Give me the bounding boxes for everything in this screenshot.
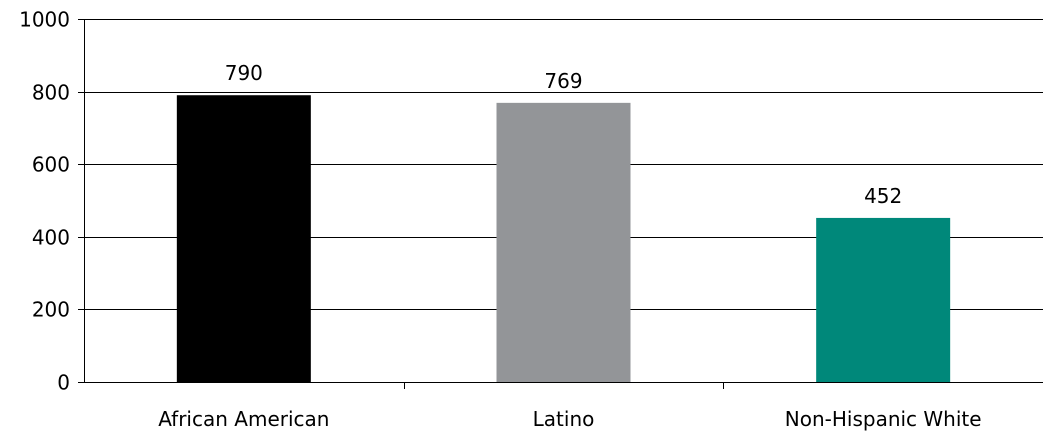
- data-label: 452: [864, 184, 902, 208]
- bar-latino: [496, 102, 631, 382]
- y-tick-label: 400: [32, 226, 70, 250]
- data-label: 790: [225, 61, 263, 85]
- y-tick-label: 1000: [19, 8, 70, 32]
- axes: [78, 19, 1043, 389]
- bars: [176, 95, 951, 382]
- y-axis-ticks: 0 200 400 600 800 1000: [19, 8, 70, 395]
- bar-non-hispanic-white: [816, 217, 951, 382]
- bar-african-american: [176, 95, 311, 382]
- x-axis-labels: African American Latino Non-Hispanic White: [158, 407, 981, 431]
- x-tick-label: Latino: [533, 407, 595, 431]
- y-tick-label: 600: [32, 153, 70, 177]
- y-tick-label: 200: [32, 298, 70, 322]
- data-labels: 790 769 452: [225, 61, 903, 208]
- y-tick-label: 800: [32, 81, 70, 105]
- data-label: 769: [544, 69, 582, 93]
- x-tick-label: African American: [158, 407, 329, 431]
- y-tick-label: 0: [57, 371, 70, 395]
- x-tick-label: Non-Hispanic White: [785, 407, 982, 431]
